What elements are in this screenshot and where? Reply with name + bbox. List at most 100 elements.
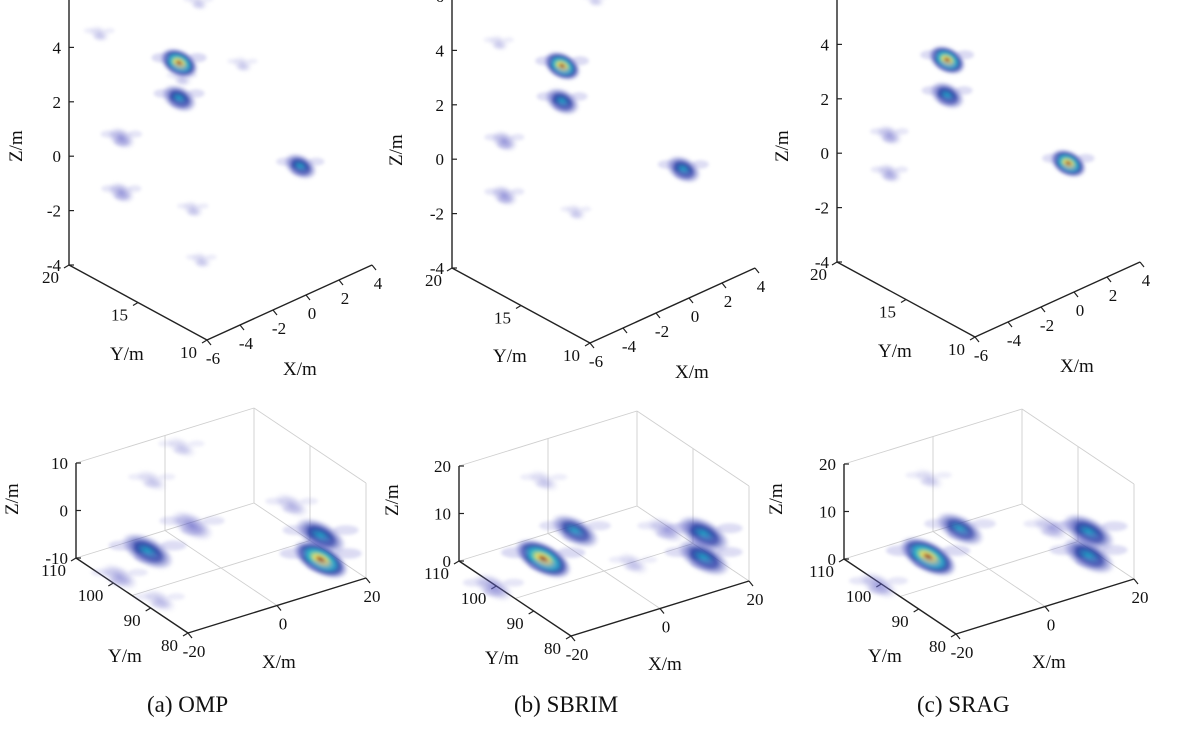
noise-speckle (109, 577, 129, 585)
data-blob (490, 130, 519, 153)
data-blob (875, 124, 903, 146)
y-tick-mark (838, 558, 845, 563)
y-axis-label: Y/m (493, 346, 527, 367)
x-tick-mark (1139, 261, 1145, 268)
noise-speckle (535, 481, 552, 488)
y-tick-label: 110 (424, 564, 449, 583)
noise-speckle (202, 516, 225, 526)
noise-speckle (484, 188, 498, 196)
noise-speckle (167, 593, 185, 601)
x-tick-mark (1133, 578, 1139, 585)
noise-speckle (624, 563, 642, 571)
x-axis-line (589, 267, 756, 344)
data-blob (543, 51, 581, 81)
noise-speckle (920, 479, 937, 486)
noise-speckle (177, 203, 188, 209)
noise-speckle (497, 196, 512, 204)
z-tick-label: -4 (47, 256, 62, 275)
x-tick-label: 0 (308, 304, 317, 323)
noise-speckle (608, 556, 625, 564)
x-tick-mark (659, 608, 665, 614)
x-axis-label: X/m (262, 652, 296, 673)
data-blob (584, 0, 606, 8)
noise-speckle (206, 254, 217, 260)
x-tick-label: 0 (1047, 616, 1056, 635)
noise-speckle (128, 185, 142, 193)
noise-speckle (188, 53, 207, 63)
x-tick-label: 2 (341, 289, 350, 308)
z-tick-label: 2 (821, 90, 830, 109)
x-tick-mark (206, 339, 212, 346)
y-tick-mark (515, 304, 522, 310)
data-blob (100, 562, 139, 591)
x-tick-label: 4 (757, 277, 766, 296)
y-tick-mark (565, 635, 572, 640)
x-tick-label: 4 (374, 274, 383, 293)
z-tick-label: 0 (821, 144, 830, 163)
noise-speckle (956, 50, 974, 60)
data-blob (160, 47, 199, 79)
data-blob (929, 81, 965, 110)
noise-speckle (493, 43, 504, 49)
noise-speckle (520, 473, 536, 481)
noise-speckle (883, 173, 896, 181)
noise-speckle (536, 92, 554, 101)
blobs (483, 0, 709, 222)
z-tick-label: 0 (443, 552, 452, 571)
noise-speckle (590, 0, 601, 6)
noise-speckle (276, 157, 293, 166)
noise-speckle (848, 576, 869, 585)
y-tick-mark (969, 336, 976, 341)
noise-speckle (924, 519, 949, 529)
z-tick-label: 4 (53, 38, 62, 57)
x-tick-mark (338, 279, 344, 286)
noise-speckle (690, 558, 717, 569)
blobs (462, 469, 743, 602)
y-tick-label: 20 (810, 265, 827, 284)
box-grid (75, 407, 367, 606)
x-tick-mark (239, 324, 245, 331)
noise-speckle (483, 37, 494, 43)
x-tick-label: 4 (1142, 271, 1151, 290)
x-tick-mark (754, 267, 760, 274)
x-tick-mark (276, 605, 282, 611)
noise-speckle (503, 37, 514, 43)
data-blob (899, 536, 957, 577)
z-tick-label: 4 (436, 41, 445, 60)
noise-speckle (187, 89, 205, 98)
noise-speckle (160, 540, 187, 551)
y-tick-label: 15 (494, 309, 511, 328)
noise-speckle (101, 185, 115, 193)
y-tick-label: 15 (879, 303, 896, 322)
x-tick-label: -2 (1040, 316, 1054, 335)
axes: -20 0 20 80 90 100 110-10 0 10 X/m Y/m Z/m (2, 454, 381, 673)
noise-speckle (1042, 153, 1060, 163)
data-blob (527, 469, 560, 493)
noise-speckle (193, 2, 204, 9)
z-tick-label: 20 (819, 455, 836, 474)
noise-speckle (153, 89, 171, 98)
data-blob (935, 511, 985, 547)
x-tick-mark (589, 342, 595, 349)
y-tick-label: 20 (425, 271, 442, 290)
x-axis-label: X/m (1060, 356, 1094, 377)
z-tick-label: 0 (53, 147, 62, 166)
x-tick-label: -6 (974, 346, 988, 365)
noise-speckle (691, 160, 709, 169)
y-axis-label: Y/m (868, 646, 902, 667)
noise-speckle (198, 203, 209, 209)
noise-speckle (100, 130, 115, 138)
noise-speckle (90, 568, 110, 577)
y-tick-label: 20 (42, 268, 59, 287)
noise-speckle (664, 546, 691, 558)
noise-speckle (921, 86, 939, 95)
y-tick-mark (201, 339, 208, 344)
noise-speckle (1049, 544, 1076, 556)
noise-speckle (868, 585, 889, 594)
noise-speckle (306, 560, 335, 571)
data-blob (273, 492, 310, 519)
data-blob (190, 251, 213, 270)
noise-speckle (282, 505, 301, 513)
